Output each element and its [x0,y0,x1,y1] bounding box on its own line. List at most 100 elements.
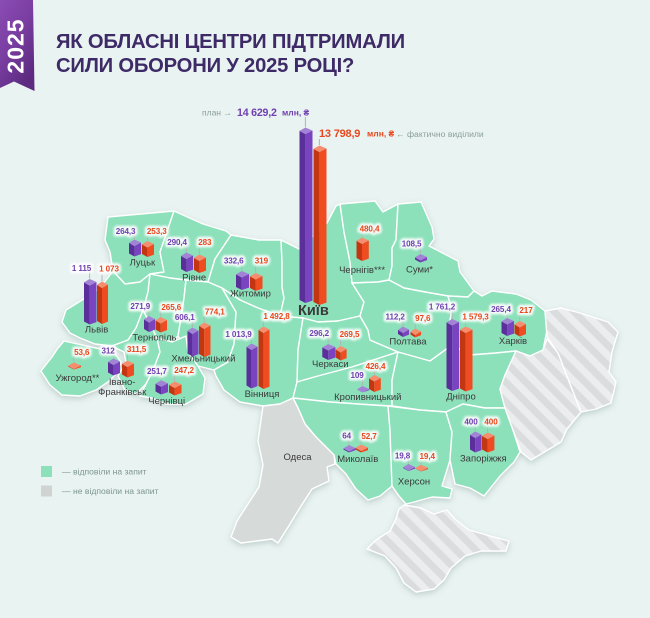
svg-text:606,1: 606,1 [175,313,195,322]
svg-text:Чернігів***: Чернігів*** [339,265,385,276]
svg-text:Суми*: Суми* [406,265,433,276]
svg-text:14 629,2: 14 629,2 [237,107,277,119]
svg-text:Запоріжжя: Запоріжжя [460,454,507,465]
svg-text:264,3: 264,3 [116,227,136,236]
svg-text:Франківськ: Франківськ [98,387,147,398]
svg-text:Тернопіль: Тернопіль [132,333,176,344]
svg-text:Хмельницький: Хмельницький [171,354,235,365]
svg-text:606,1: 606,1 [175,313,195,322]
svg-text:108,5: 108,5 [402,240,422,249]
svg-text:319: 319 [255,257,269,266]
svg-text:108,5: 108,5 [402,240,422,249]
svg-text:1 579,3: 1 579,3 [462,312,489,321]
svg-text:109: 109 [350,371,364,380]
svg-text:13 798,9: 13 798,9 [319,128,360,140]
svg-text:400: 400 [484,417,498,426]
svg-text:265,4: 265,4 [491,305,511,314]
svg-text:64: 64 [342,432,351,441]
svg-text:290,4: 290,4 [167,238,187,247]
svg-text:311,5: 311,5 [127,345,147,354]
svg-text:Київ: Київ [298,303,329,319]
svg-text:109: 109 [350,371,364,380]
svg-text:311,5: 311,5 [127,345,147,354]
svg-text:СИЛИ ОБОРОНИ У 2025 РОЦІ?: СИЛИ ОБОРОНИ У 2025 РОЦІ? [56,55,354,77]
svg-text:— не відповіли на запит: — не відповіли на запит [62,486,159,496]
svg-text:Харків: Харків [499,336,527,347]
svg-text:271,9: 271,9 [130,302,150,311]
svg-text:247,2: 247,2 [174,366,194,375]
svg-text:480,4: 480,4 [360,224,380,233]
svg-text:1 492,8: 1 492,8 [263,312,290,321]
svg-text:217: 217 [519,306,533,315]
svg-text:269,5: 269,5 [340,330,360,339]
svg-text:1 073: 1 073 [99,265,119,274]
svg-text:269,5: 269,5 [340,330,360,339]
svg-text:52,7: 52,7 [361,432,377,441]
svg-text:Івано-: Івано- [109,377,136,388]
svg-text:— відповіли на запит: — відповіли на запит [62,467,147,477]
svg-text:Вінниця: Вінниця [245,389,280,400]
svg-text:Луцьк: Луцьк [130,258,156,269]
svg-text:2025: 2025 [3,18,29,73]
svg-text:19,4: 19,4 [420,452,436,461]
svg-text:251,7: 251,7 [147,367,167,376]
svg-text:112,2: 112,2 [386,313,406,322]
svg-text:426,4: 426,4 [366,362,386,371]
svg-text:296,2: 296,2 [309,329,329,338]
svg-text:Черкаси: Черкаси [312,359,349,370]
svg-text:64: 64 [342,432,351,441]
svg-text:312: 312 [101,346,115,355]
svg-text:774,1: 774,1 [205,308,225,317]
svg-text:1 115: 1 115 [72,264,92,273]
svg-text:1 013,9: 1 013,9 [225,330,252,339]
svg-text:Полтава: Полтава [389,337,427,348]
svg-text:1 073: 1 073 [99,265,119,274]
svg-text:283: 283 [198,238,212,247]
svg-text:400: 400 [484,417,498,426]
svg-text:Одеса: Одеса [283,452,312,463]
svg-text:млн, ₴: млн, ₴ [367,129,395,139]
svg-text:Житомир: Житомир [230,289,271,300]
svg-text:400: 400 [464,417,478,426]
svg-text:1 492,8: 1 492,8 [263,312,290,321]
svg-text:480,4: 480,4 [360,224,380,233]
svg-text:312: 312 [101,346,115,355]
svg-text:253,3: 253,3 [147,227,167,236]
svg-text:1 115: 1 115 [72,264,92,273]
svg-text:319: 319 [255,257,269,266]
svg-text:53,6: 53,6 [74,348,90,357]
svg-text:Рівне: Рівне [182,273,206,284]
svg-text:1 013,9: 1 013,9 [225,330,252,339]
svg-text:251,7: 251,7 [147,367,167,376]
svg-text:247,2: 247,2 [174,366,194,375]
svg-text:19,4: 19,4 [420,452,436,461]
svg-text:265,6: 265,6 [161,303,181,312]
svg-text:Чернівці: Чернівці [148,396,185,407]
svg-text:Миколаїв: Миколаїв [337,454,378,465]
svg-text:Херсон: Херсон [398,477,430,488]
svg-text:283: 283 [198,238,212,247]
svg-text:Ужгород**: Ужгород** [55,373,99,384]
svg-text:1 761,2: 1 761,2 [429,302,456,311]
svg-text:400: 400 [464,417,478,426]
svg-text:296,2: 296,2 [309,329,329,338]
svg-text:ЯК ОБЛАСНІ ЦЕНТРИ ПІДТРИМАЛИ: ЯК ОБЛАСНІ ЦЕНТРИ ПІДТРИМАЛИ [56,31,405,53]
svg-text:Кропивницький: Кропивницький [334,392,401,403]
svg-text:19,8: 19,8 [395,451,411,460]
svg-text:290,4: 290,4 [167,238,187,247]
svg-text:265,6: 265,6 [161,303,181,312]
svg-text:← фактично виділили: ← фактично виділили [396,129,484,139]
svg-text:52,7: 52,7 [361,432,377,441]
svg-text:112,2: 112,2 [386,313,406,322]
svg-text:332,6: 332,6 [224,257,244,266]
svg-text:265,4: 265,4 [491,305,511,314]
svg-text:332,6: 332,6 [224,257,244,266]
svg-text:план →: план → [202,108,232,118]
svg-text:Дніпро: Дніпро [446,392,476,403]
svg-text:19,8: 19,8 [395,451,411,460]
svg-text:774,1: 774,1 [205,308,225,317]
svg-text:264,3: 264,3 [116,227,136,236]
svg-text:97,6: 97,6 [415,314,431,323]
svg-text:426,4: 426,4 [366,362,386,371]
svg-text:217: 217 [519,306,533,315]
